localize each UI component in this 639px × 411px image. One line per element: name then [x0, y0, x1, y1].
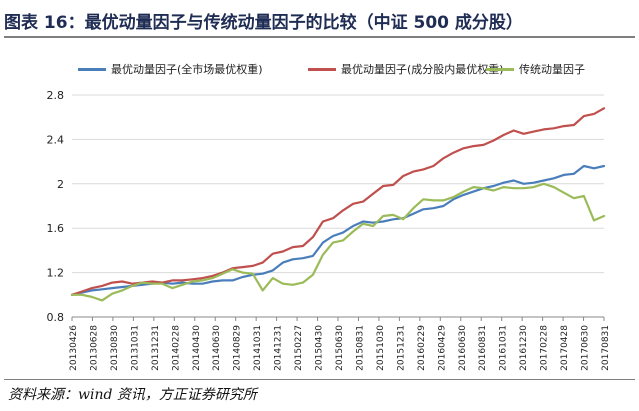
x-tick-label: 20150831	[355, 325, 365, 371]
legend-label-series-3: 传统动量因子	[519, 63, 585, 76]
series-line-3	[70, 182, 606, 302]
chart-legend: 最优动量因子(全市场最优权重) 最优动量因子(成分股内最优权重) 传统动量因子	[78, 61, 618, 77]
x-tick-label: 20161230	[519, 325, 529, 371]
x-tick-label: 20160630	[458, 325, 468, 371]
legend-label-series-1: 最优动量因子(全市场最优权重)	[111, 63, 263, 76]
y-tick-label: 2.4	[47, 133, 65, 146]
x-tick-label: 20130426	[69, 325, 79, 371]
title-divider	[4, 36, 635, 38]
series-line-1	[70, 164, 606, 296]
x-tick-label: 20140829	[233, 325, 243, 371]
x-tick-label: 20160229	[417, 325, 427, 371]
x-tick-label: 20170228	[540, 325, 550, 371]
x-tick-label: 20150227	[294, 325, 304, 371]
x-tick-label: 20161031	[499, 325, 509, 371]
x-tick-label: 20130628	[89, 325, 99, 371]
x-tick-label: 20150630	[335, 325, 345, 371]
x-tick-label: 20131031	[130, 325, 140, 371]
x-tick-label: 20130830	[110, 325, 120, 371]
legend-swatch-series-2	[308, 67, 336, 71]
y-tick-label: 1.2	[47, 267, 65, 280]
x-tick-label: 20170428	[560, 325, 570, 371]
source-note: 资料来源：wind 资讯，方正证券研究所	[8, 387, 257, 403]
y-tick-label: 2.8	[47, 89, 65, 102]
x-tick-label: 20170630	[581, 325, 591, 371]
x-tick-label: 20140430	[192, 325, 202, 371]
legend-swatch-series-1	[78, 67, 106, 71]
y-tick-label: 0.8	[47, 311, 65, 324]
x-tick-label: 20150430	[315, 325, 325, 371]
y-tick-label: 2	[57, 178, 64, 191]
x-tick-label: 20151231	[396, 325, 406, 371]
legend-item-series-3: 传统动量因子	[486, 61, 585, 77]
x-tick-label: 20131231	[151, 325, 161, 371]
figure-title: 图表 16：最优动量因子与传统动量因子的比较（中证 500 成分股）	[4, 13, 523, 33]
y-tick-label: 1.6	[47, 222, 65, 235]
x-tick-label: 20170831	[601, 325, 611, 371]
series-line-2	[70, 107, 606, 296]
x-tick-label: 20140630	[212, 325, 222, 371]
legend-item-series-2: 最优动量因子(成分股内最优权重)	[308, 61, 504, 77]
x-tick-label: 20160831	[478, 325, 488, 371]
x-tick-label: 20141031	[253, 325, 263, 371]
x-tick-label: 20151030	[376, 325, 386, 371]
legend-swatch-series-3	[486, 67, 514, 71]
legend-label-series-2: 最优动量因子(成分股内最优权重)	[341, 63, 504, 76]
source-divider	[4, 379, 635, 380]
legend-item-series-1: 最优动量因子(全市场最优权重)	[78, 61, 263, 77]
x-tick-label: 20140228	[171, 325, 181, 371]
x-tick-label: 20160429	[437, 325, 447, 371]
x-tick-label: 20141231	[274, 325, 284, 371]
